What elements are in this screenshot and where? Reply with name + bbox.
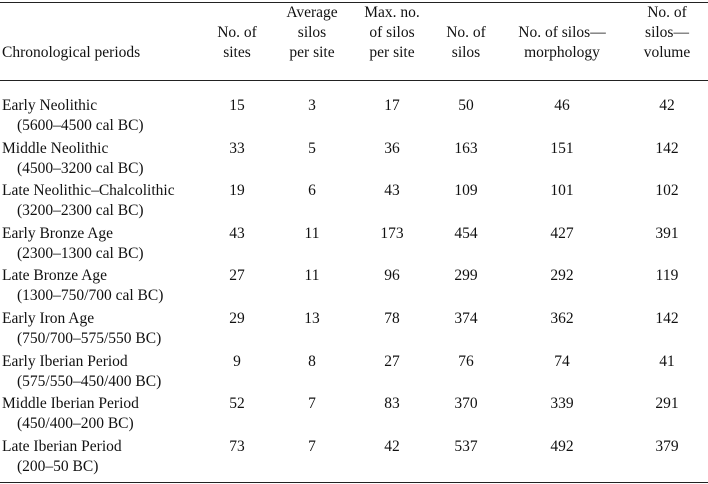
data-cell: 8: [308, 352, 316, 370]
data-cell: 43: [384, 182, 400, 200]
header-cell: Chronological periods: [2, 44, 141, 61]
header-cell: volume: [643, 44, 691, 61]
data-cell: 27: [229, 267, 245, 285]
header-cell: No. of: [446, 24, 486, 41]
data-cell: 292: [550, 267, 574, 285]
data-cell: 76: [458, 352, 474, 370]
period-name: Early Iron Age: [2, 310, 95, 327]
data-cell: 362: [550, 310, 574, 327]
data-cell: 537: [454, 437, 478, 455]
data-cell: 7: [308, 437, 316, 455]
period-name: Early Bronze Age: [2, 224, 114, 242]
header-cell: morphology: [524, 44, 600, 61]
data-cell: 46: [554, 97, 570, 114]
data-cell: 42: [384, 437, 400, 455]
data-cell: 6: [308, 182, 316, 200]
header-cell: No. of: [647, 4, 687, 21]
data-cell: 379: [655, 437, 679, 455]
data-cell: 173: [380, 224, 404, 242]
data-cell: 33: [229, 139, 245, 157]
data-cell: 11: [304, 224, 320, 242]
period-dates: (200–50 BC): [17, 457, 99, 475]
period-dates: (1300–750/700 cal BC): [17, 287, 164, 305]
header-cell: of silos: [369, 24, 415, 41]
data-cell: 142: [655, 310, 679, 327]
data-cell: 11: [304, 267, 320, 285]
data-cell: 96: [384, 267, 400, 285]
header-cell: silos: [451, 44, 481, 61]
data-cell: 299: [454, 267, 478, 285]
data-cell: 83: [384, 395, 400, 413]
data-cell: 13: [304, 310, 320, 327]
data-cell: 391: [655, 224, 679, 242]
header-cell: silos: [297, 24, 327, 41]
period-dates: (2300–1300 cal BC): [17, 244, 144, 262]
data-cell: 52: [229, 395, 245, 413]
data-cell: 78: [384, 310, 400, 327]
data-cell: 43: [229, 224, 245, 242]
header-cell: No. of silos—: [518, 24, 606, 41]
data-cell: 36: [384, 139, 400, 157]
data-cell: 370: [454, 395, 478, 413]
data-cell: 5: [308, 139, 316, 157]
period-name: Late Iberian Period: [2, 437, 122, 455]
period-name: Early Iberian Period: [2, 352, 128, 370]
period-name: Late Bronze Age: [2, 267, 108, 285]
data-cell: 41: [659, 352, 675, 370]
data-cell: 73: [229, 437, 245, 455]
period-name: Early Neolithic: [2, 97, 98, 114]
data-cell: 17: [384, 97, 400, 114]
data-cell: 29: [229, 310, 245, 327]
bottom-rule: [0, 482, 708, 483]
header-cell: silos—: [645, 24, 689, 41]
data-cell: 109: [454, 182, 478, 200]
data-cell: 50: [458, 97, 474, 114]
data-cell: 142: [655, 139, 679, 157]
data-cell: 492: [550, 437, 574, 455]
header-cell: No. of: [217, 24, 257, 41]
period-name: Middle Iberian Period: [2, 395, 139, 413]
data-cell: 3: [308, 97, 316, 114]
header-cell: per site: [369, 44, 415, 61]
data-cell: 27: [384, 352, 400, 370]
data-cell: 7: [308, 395, 316, 413]
data-cell: 15: [229, 97, 245, 114]
data-cell: 101: [550, 182, 574, 200]
data-cell: 42: [659, 97, 675, 114]
data-cell: 102: [655, 182, 679, 200]
header-cell: Max. no.: [364, 4, 420, 21]
period-name: Middle Neolithic: [2, 139, 109, 157]
data-cell: 151: [550, 139, 574, 157]
data-cell: 163: [454, 139, 478, 157]
data-cell: 374: [454, 310, 478, 327]
data-cell: 119: [655, 267, 679, 285]
period-dates: (750/700–575/550 BC): [17, 330, 162, 347]
period-dates: (3200–2300 cal BC): [17, 202, 144, 220]
period-name: Late Neolithic–Chalcolithic: [2, 182, 175, 200]
data-cell: 427: [550, 224, 574, 242]
data-cell: 74: [554, 352, 570, 370]
top-rule: [0, 2, 708, 3]
period-dates: (4500–3200 cal BC): [17, 159, 144, 177]
data-cell: 9: [233, 352, 241, 370]
data-cell: 454: [454, 224, 478, 242]
data-cell: 291: [655, 395, 679, 413]
data-cell: 19: [229, 182, 245, 200]
period-dates: (5600–4500 cal BC): [17, 117, 144, 134]
header-rule: [0, 80, 708, 81]
header-cell: per site: [289, 44, 335, 61]
period-dates: (575/550–450/400 BC): [17, 372, 162, 390]
data-cell: 339: [550, 395, 574, 413]
header-cell: sites: [223, 44, 251, 61]
period-dates: (450/400–200 BC): [17, 415, 134, 433]
header-cell: Average: [286, 4, 338, 21]
